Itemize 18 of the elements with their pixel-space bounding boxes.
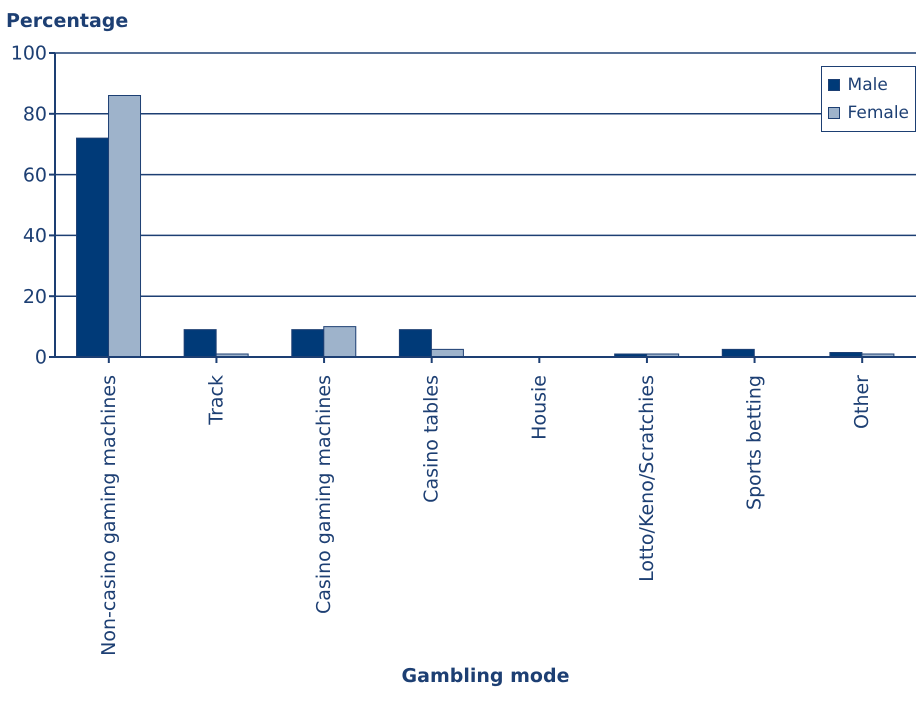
- y-tick-label: 20: [22, 286, 47, 308]
- x-tick-label: Casino tables: [420, 375, 443, 503]
- x-tick-label: Sports betting: [744, 375, 766, 510]
- y-tick-label: 60: [22, 164, 47, 186]
- y-tick-label: 0: [34, 346, 47, 369]
- legend-label: Male: [848, 74, 888, 97]
- y-tick-label: 100: [10, 42, 47, 65]
- y-tick-label: 80: [22, 104, 47, 126]
- y-axis-title: Percentage: [6, 10, 128, 32]
- legend-label: Female: [848, 102, 909, 125]
- x-axis-title: Gambling mode: [402, 665, 570, 687]
- y-tick-label: 40: [22, 225, 47, 248]
- x-tick-label: Other: [851, 374, 874, 429]
- x-tick-label: Lotto/Keno/Scratchies: [636, 375, 658, 582]
- x-tick-label: Housie: [528, 375, 550, 440]
- x-tick-label: Casino gaming machines: [313, 375, 336, 614]
- x-tick-label: Track: [205, 375, 228, 426]
- x-tick-label: Non-casino gaming machines: [98, 375, 120, 656]
